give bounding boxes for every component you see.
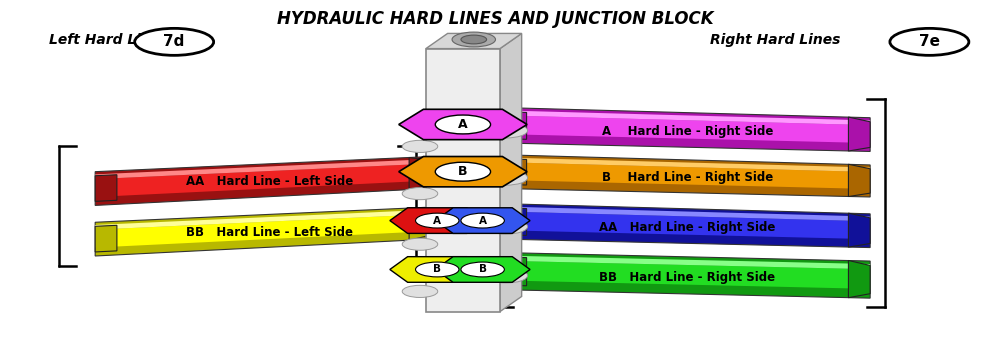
Circle shape (484, 170, 528, 185)
Polygon shape (848, 260, 870, 298)
Text: B: B (434, 265, 442, 274)
Circle shape (416, 213, 459, 228)
Text: Right Hard Lines: Right Hard Lines (710, 33, 841, 47)
Polygon shape (426, 33, 522, 49)
Circle shape (402, 188, 438, 200)
Polygon shape (399, 109, 527, 140)
Circle shape (402, 118, 438, 131)
Circle shape (402, 238, 438, 250)
Polygon shape (505, 112, 527, 139)
Text: A: A (458, 118, 467, 131)
Polygon shape (505, 157, 870, 172)
Polygon shape (409, 158, 431, 189)
Circle shape (461, 213, 504, 228)
Polygon shape (505, 155, 870, 197)
Polygon shape (848, 117, 870, 151)
Circle shape (452, 32, 495, 47)
Circle shape (402, 285, 438, 298)
Text: HYDRAULIC HARD LINES AND JUNCTION BLOCK: HYDRAULIC HARD LINES AND JUNCTION BLOCK (276, 10, 714, 28)
Polygon shape (436, 208, 530, 233)
Text: A: A (434, 216, 442, 225)
Polygon shape (848, 164, 870, 197)
Text: BB   Hard Line - Right Side: BB Hard Line - Right Side (600, 271, 775, 284)
Polygon shape (505, 115, 870, 143)
Polygon shape (95, 164, 431, 197)
Text: Left Hard Lines: Left Hard Lines (49, 33, 168, 47)
FancyBboxPatch shape (426, 49, 500, 312)
Polygon shape (500, 33, 522, 312)
Polygon shape (409, 208, 431, 240)
Polygon shape (390, 257, 485, 282)
Polygon shape (505, 110, 870, 125)
Circle shape (135, 28, 214, 55)
Text: 7e: 7e (919, 34, 940, 49)
Circle shape (436, 162, 491, 181)
Polygon shape (848, 213, 870, 247)
Circle shape (402, 215, 438, 227)
Polygon shape (505, 108, 870, 151)
Circle shape (402, 140, 438, 152)
Circle shape (402, 166, 438, 178)
Polygon shape (390, 208, 485, 233)
Text: B: B (458, 165, 467, 178)
Polygon shape (505, 257, 527, 286)
Polygon shape (95, 175, 117, 201)
Circle shape (436, 115, 491, 134)
Polygon shape (505, 211, 870, 239)
Circle shape (461, 35, 487, 44)
Polygon shape (505, 162, 870, 189)
Circle shape (402, 264, 438, 275)
Circle shape (890, 28, 969, 55)
Polygon shape (95, 225, 117, 252)
Polygon shape (505, 253, 870, 298)
Text: B: B (478, 265, 487, 274)
Text: A    Hard Line - Right Side: A Hard Line - Right Side (602, 125, 773, 138)
Polygon shape (505, 261, 870, 289)
Polygon shape (436, 257, 530, 282)
Circle shape (416, 262, 459, 277)
Polygon shape (505, 159, 527, 185)
Polygon shape (505, 256, 870, 269)
Polygon shape (95, 159, 431, 179)
Polygon shape (505, 204, 870, 248)
Polygon shape (95, 210, 431, 230)
Polygon shape (399, 156, 527, 187)
Polygon shape (505, 208, 527, 235)
Polygon shape (95, 207, 431, 256)
Polygon shape (95, 156, 431, 205)
Circle shape (484, 123, 528, 138)
Text: 7d: 7d (163, 34, 185, 49)
Circle shape (461, 262, 504, 277)
Text: AA   Hard Line - Left Side: AA Hard Line - Left Side (186, 175, 353, 188)
Text: A: A (478, 216, 487, 225)
Text: AA   Hard Line - Right Side: AA Hard Line - Right Side (599, 221, 776, 234)
Polygon shape (95, 214, 431, 248)
Text: B    Hard Line - Right Side: B Hard Line - Right Side (602, 171, 773, 185)
Text: BB   Hard Line - Left Side: BB Hard Line - Left Side (186, 226, 353, 239)
Circle shape (484, 268, 528, 283)
Polygon shape (505, 207, 870, 221)
Circle shape (484, 219, 528, 234)
